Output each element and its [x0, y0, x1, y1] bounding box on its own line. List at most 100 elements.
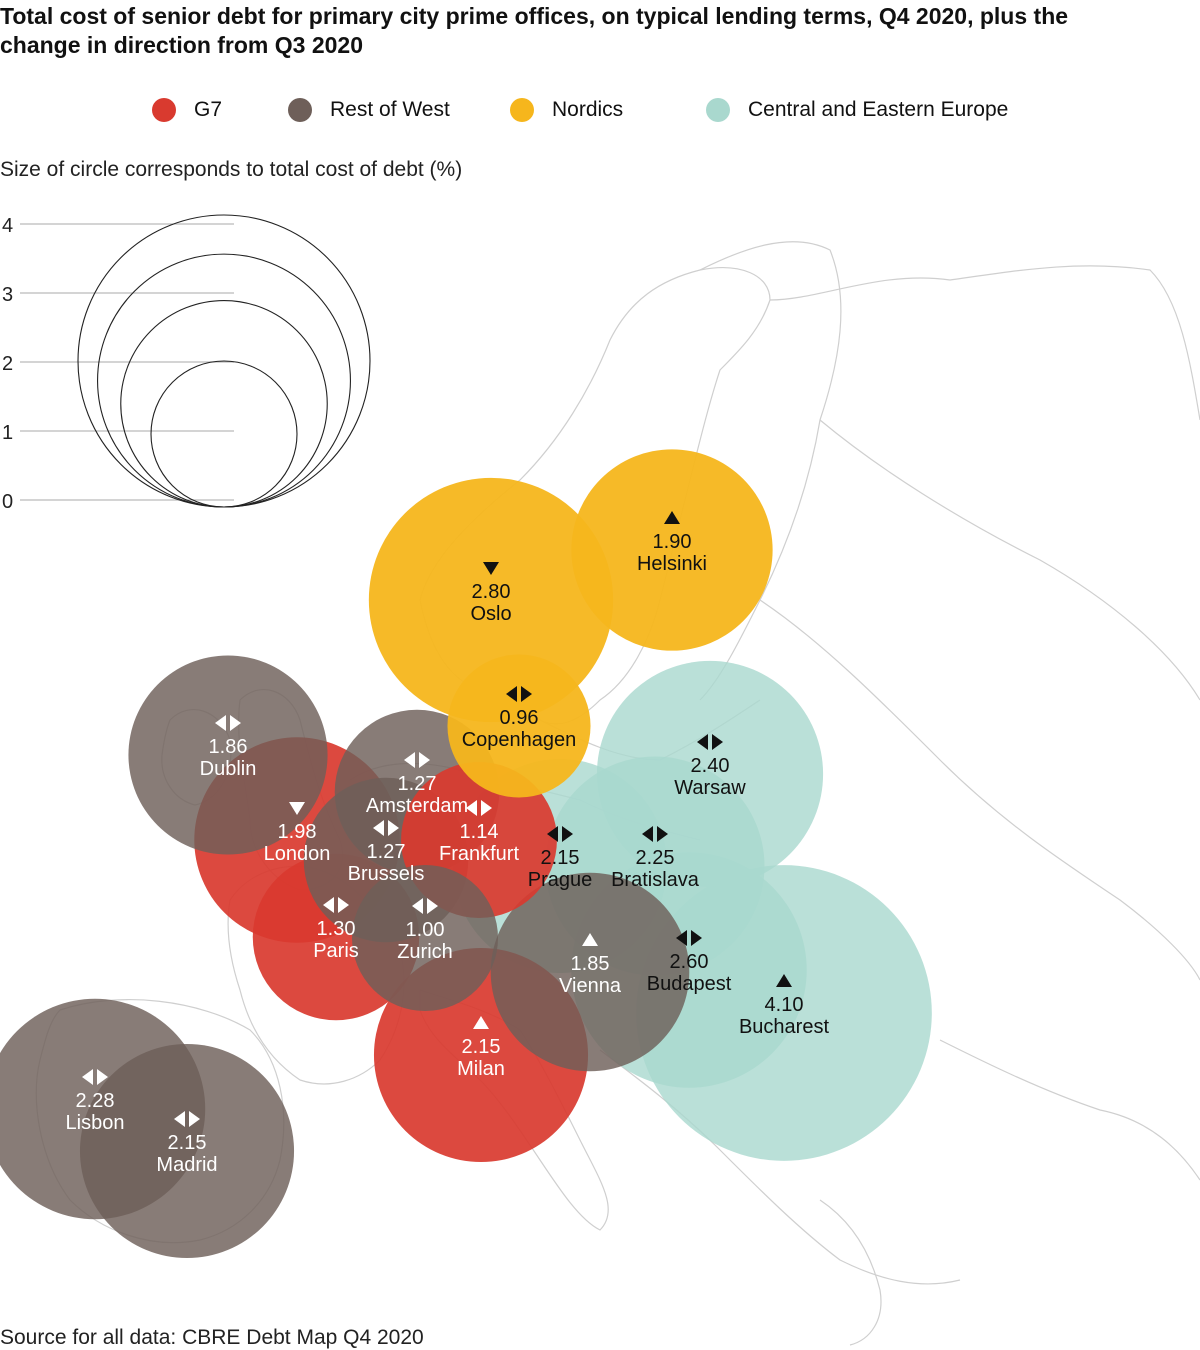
arrow-left-right-icon [404, 752, 430, 768]
bubble-vienna [490, 872, 690, 1072]
legend-item-g7: G7 [152, 98, 222, 122]
bubble-value-frankfurt: 1.14 [460, 821, 499, 843]
bubble-value-helsinki: 1.90 [653, 531, 692, 553]
bubble-city-warsaw: Warsaw [674, 777, 746, 799]
legend-item-cee: Central and Eastern Europe [706, 98, 1008, 122]
arrow-left-right-icon [642, 826, 668, 842]
source-note: Source for all data: CBRE Debt Map Q4 20… [0, 1326, 424, 1349]
bubble-oslo [368, 477, 614, 723]
arrow-down-icon [483, 562, 499, 575]
legend-swatch-nordics [510, 98, 534, 122]
bubble-value-paris: 1.30 [317, 918, 356, 940]
size-scale-tick-2: 2 [2, 353, 13, 375]
chart-title: Total cost of senior debt for primary ci… [0, 3, 1069, 58]
bubble-value-dublin: 1.86 [209, 736, 248, 758]
arrow-left-right-icon [174, 1111, 200, 1127]
bubble-city-zurich: Zurich [397, 941, 453, 963]
arrow-left-right-icon [412, 898, 438, 914]
bubble-city-brussels: Brussels [348, 863, 425, 885]
bubble-city-copenhagen: Copenhagen [462, 729, 577, 751]
bubble-value-lisbon: 2.28 [76, 1090, 115, 1112]
legend-swatch-g7 [152, 98, 176, 122]
arrow-down-icon [289, 802, 305, 815]
arrow-left-right-icon [82, 1069, 108, 1085]
bubble-value-amsterdam: 1.27 [398, 773, 437, 795]
legend-swatch-cee [706, 98, 730, 122]
legend-label-g7: G7 [194, 98, 223, 121]
arrow-left-right-icon [373, 820, 399, 836]
bubble-city-prague: Prague [528, 869, 593, 891]
bubble-value-vienna: 1.85 [571, 953, 610, 975]
bubble-value-oslo: 2.80 [472, 581, 511, 603]
bubble-copenhagen [447, 654, 591, 798]
bubble-city-frankfurt: Frankfurt [439, 843, 519, 865]
legend-swatch-rest-of-west [288, 98, 312, 122]
bubble-value-milan: 2.15 [462, 1036, 501, 1058]
size-scale-tick-0: 0 [2, 491, 13, 513]
bubble-value-london: 1.98 [278, 821, 317, 843]
bubble-city-budapest: Budapest [647, 973, 732, 995]
bubble-zurich [352, 865, 498, 1011]
bubble-city-oslo: Oslo [470, 603, 511, 625]
bubble-city-milan: Milan [457, 1058, 505, 1080]
bubble-city-madrid: Madrid [156, 1154, 217, 1176]
bubble-value-zurich: 1.00 [406, 919, 445, 941]
size-scale-circle-2 [120, 299, 328, 508]
arrow-up-icon [473, 1016, 489, 1029]
bubble-value-madrid: 2.15 [168, 1132, 207, 1154]
bubble-city-amsterdam: Amsterdam [366, 795, 468, 817]
legend: G7 Rest of West Nordics Central and East… [0, 98, 1200, 128]
bubble-value-bucharest: 4.10 [765, 994, 804, 1016]
bubble-city-helsinki: Helsinki [637, 553, 707, 575]
arrow-left-right-icon [547, 826, 573, 842]
arrow-left-right-icon [506, 686, 532, 702]
bubble-city-lisbon: Lisbon [66, 1112, 125, 1134]
bubble-city-vienna: Vienna [559, 975, 622, 997]
bubble-dublin [128, 655, 328, 855]
bubble-value-copenhagen: 0.96 [500, 707, 539, 729]
legend-item-rest-of-west: Rest of West [288, 98, 450, 122]
bubble-city-bucharest: Bucharest [739, 1016, 829, 1038]
bubble-city-london: London [264, 843, 331, 865]
arrow-up-icon [582, 933, 598, 946]
size-scale-circle-3 [97, 253, 351, 508]
size-scale-tick-4: 4 [2, 215, 13, 237]
legend-label-rest-of-west: Rest of West [330, 98, 450, 121]
bubble-city-paris: Paris [313, 940, 359, 962]
bubble-city-bratislava: Bratislava [611, 869, 700, 891]
arrow-up-icon [776, 974, 792, 987]
size-scale-tick-3: 3 [2, 284, 13, 306]
size-scale-circle-1 [150, 360, 298, 508]
arrow-left-right-icon [215, 715, 241, 731]
bubble-value-budapest: 2.60 [670, 951, 709, 973]
bubble-value-brussels: 1.27 [367, 841, 406, 863]
bubble-value-warsaw: 2.40 [691, 755, 730, 777]
arrow-left-right-icon [676, 930, 702, 946]
bubble-value-bratislava: 2.25 [636, 847, 675, 869]
size-scale-tick-1: 1 [2, 422, 13, 444]
bubble-madrid [79, 1043, 295, 1259]
legend-label-cee: Central and Eastern Europe [748, 98, 1009, 121]
arrow-left-right-icon [466, 800, 492, 816]
bubble-city-dublin: Dublin [200, 758, 257, 780]
legend-item-nordics: Nordics [510, 98, 623, 122]
